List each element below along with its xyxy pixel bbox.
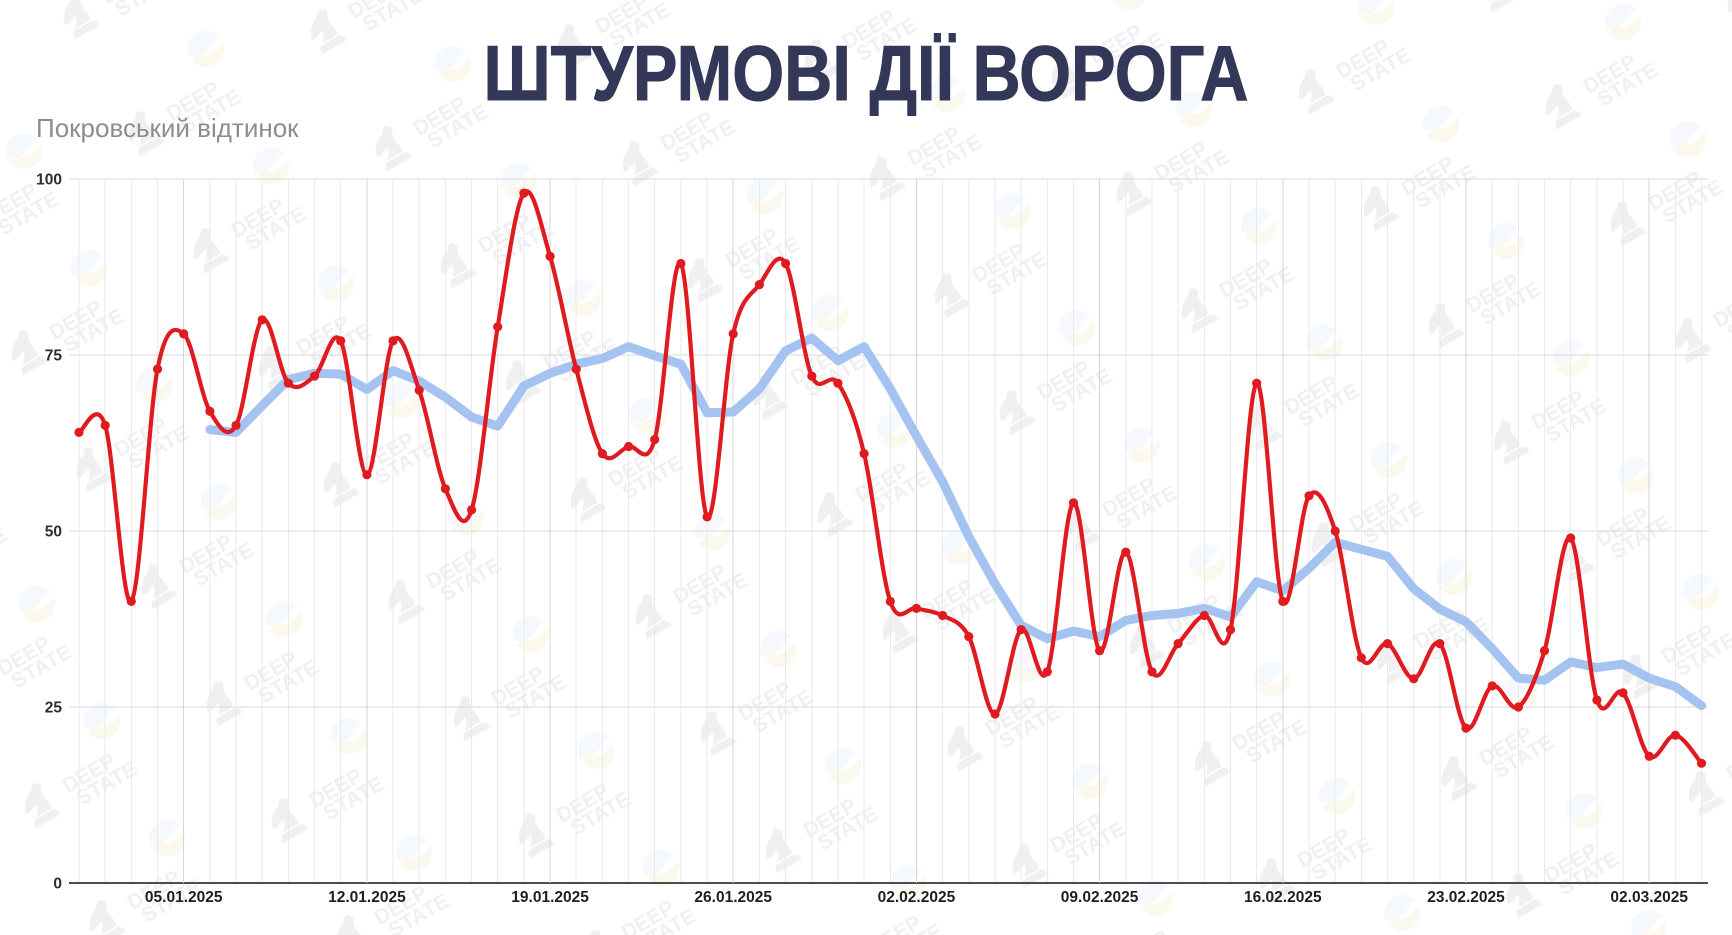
svg-text:0: 0: [53, 876, 62, 893]
svg-text:Покровський відтинок: Покровський відтинок: [36, 113, 299, 143]
svg-text:ШТУРМОВІ ДІЇ ВОРОГА: ШТУРМОВІ ДІЇ ВОРОГА: [484, 29, 1249, 117]
svg-text:26.01.2025: 26.01.2025: [694, 889, 772, 906]
svg-text:DEEP: DEEP: [1722, 737, 1732, 786]
svg-text:02.03.2025: 02.03.2025: [1610, 889, 1688, 906]
svg-text:02.02.2025: 02.02.2025: [878, 889, 956, 906]
svg-text:100: 100: [36, 172, 62, 189]
svg-text:STATE: STATE: [0, 524, 11, 577]
svg-text:05.01.2025: 05.01.2025: [145, 889, 223, 906]
svg-text:STATE: STATE: [112, 0, 180, 21]
svg-text:19.01.2025: 19.01.2025: [511, 889, 589, 906]
svg-text:16.02.2025: 16.02.2025: [1244, 889, 1322, 906]
svg-text:12.01.2025: 12.01.2025: [328, 889, 406, 906]
svg-text:DEEP: DEEP: [1111, 926, 1172, 935]
svg-text:09.02.2025: 09.02.2025: [1061, 889, 1139, 906]
svg-text:50: 50: [45, 524, 62, 541]
svg-text:25: 25: [45, 700, 63, 717]
svg-text:23.02.2025: 23.02.2025: [1427, 889, 1505, 906]
svg-text:75: 75: [45, 348, 63, 365]
